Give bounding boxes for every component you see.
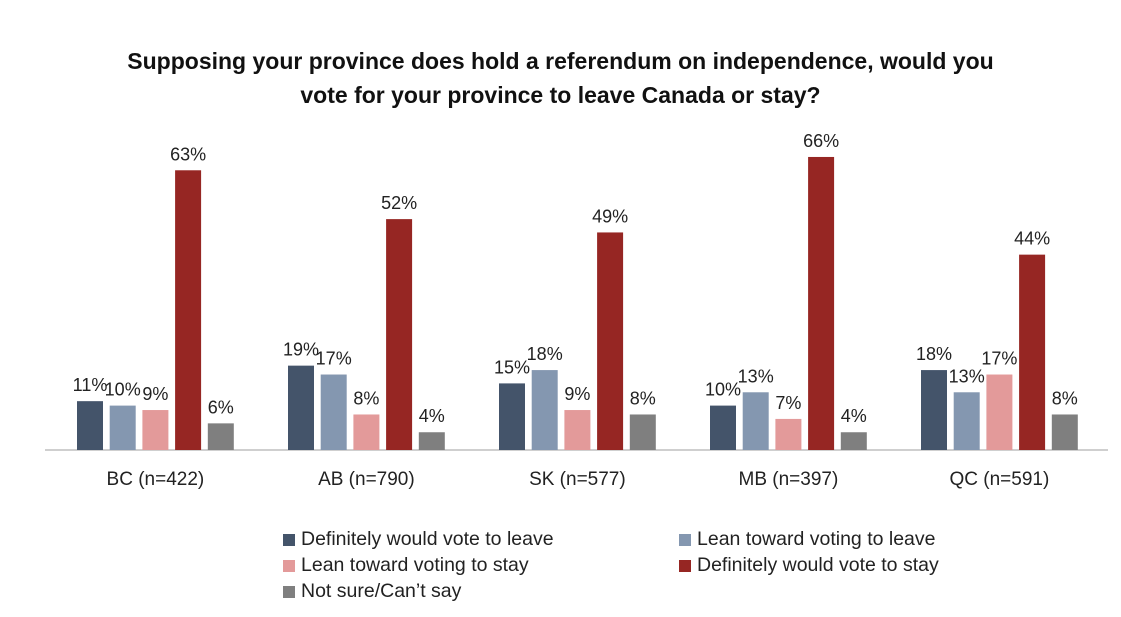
legend-item: Not sure/Can’t say	[283, 580, 461, 603]
legend-swatch	[679, 533, 691, 546]
data-label: 44%	[1014, 229, 1050, 249]
bar	[1051, 414, 1078, 450]
legend-label: Lean toward voting to leave	[697, 528, 936, 550]
legend-label: Not sure/Can’t say	[301, 580, 462, 602]
data-label: 15%	[494, 357, 530, 377]
data-label: 13%	[949, 366, 985, 386]
data-label: 10%	[705, 380, 741, 400]
data-label: 63%	[170, 144, 206, 164]
bar	[288, 365, 314, 450]
data-label: 8%	[353, 388, 379, 408]
title-line-2: vote for your province to leave Canada o…	[300, 82, 821, 108]
legend-label: Definitely would vote to leave	[301, 528, 554, 550]
data-label: 19%	[283, 340, 319, 360]
data-label: 8%	[1052, 388, 1078, 408]
legend-swatch	[283, 533, 295, 546]
data-label: 4%	[841, 406, 867, 426]
bar	[77, 401, 103, 450]
legend-item: Lean toward voting to stay	[283, 554, 529, 577]
category-label: AB (n=790)	[318, 469, 415, 490]
bar	[353, 414, 380, 450]
legend-item: Definitely would vote to leave	[283, 528, 554, 551]
bar	[142, 410, 169, 450]
bar	[742, 392, 769, 450]
bar	[564, 410, 591, 450]
bar	[207, 423, 234, 450]
bar	[921, 370, 947, 450]
legend-label: Lean toward voting to stay	[301, 554, 529, 576]
data-label: 49%	[592, 206, 628, 226]
bar	[629, 414, 656, 450]
data-label: 8%	[630, 388, 656, 408]
title-line-1: Supposing your province does hold a refe…	[127, 48, 994, 74]
category-label: SK (n=577)	[529, 469, 626, 490]
bar	[597, 232, 624, 450]
data-label: 10%	[105, 380, 141, 400]
bar	[418, 432, 445, 450]
data-label: 13%	[738, 366, 774, 386]
bar	[710, 405, 736, 450]
bar	[840, 432, 867, 450]
data-label: 18%	[916, 344, 952, 364]
data-label: 52%	[381, 193, 417, 213]
data-label: 4%	[419, 406, 445, 426]
legend-item: Definitely would vote to stay	[679, 554, 939, 577]
data-label: 11%	[73, 375, 108, 395]
legend-swatch	[283, 559, 295, 572]
bar	[986, 374, 1013, 450]
bar	[175, 170, 202, 450]
category-label: QC (n=591)	[950, 469, 1050, 490]
bar	[1019, 254, 1046, 450]
bar	[499, 383, 525, 450]
bar	[531, 370, 558, 450]
bar	[953, 392, 980, 450]
bar	[386, 219, 413, 450]
bar	[320, 374, 347, 450]
category-label: MB (n=397)	[739, 469, 839, 490]
data-label: 9%	[564, 384, 590, 404]
data-label: 9%	[142, 384, 168, 404]
legend-label: Definitely would vote to stay	[697, 554, 939, 576]
data-label: 7%	[775, 393, 801, 413]
data-label: 6%	[208, 397, 234, 417]
legend-swatch	[283, 585, 295, 598]
bar	[808, 156, 835, 450]
data-label: 18%	[527, 344, 563, 364]
legend-swatch	[679, 559, 691, 572]
bar	[109, 405, 136, 450]
data-label: 17%	[316, 349, 352, 369]
chart-title: Supposing your province does hold a refe…	[0, 44, 1121, 112]
bar	[775, 418, 802, 450]
data-label: 66%	[803, 131, 839, 151]
category-label: BC (n=422)	[107, 469, 205, 490]
data-label: 17%	[981, 349, 1017, 369]
legend-item: Lean toward voting to leave	[679, 528, 936, 551]
